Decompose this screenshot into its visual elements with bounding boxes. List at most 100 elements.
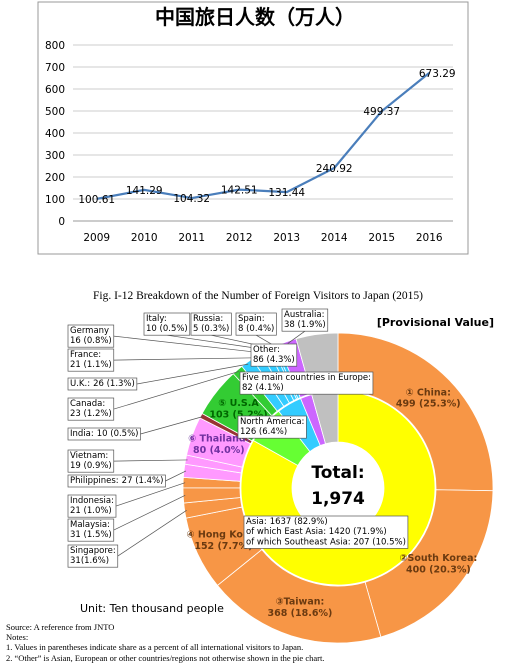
x-tick-label: 2010 xyxy=(131,232,158,244)
label: Russia: 5 (0.3%) xyxy=(193,314,229,334)
label-part: France: xyxy=(70,350,101,360)
data-label: 142.51 xyxy=(221,185,258,197)
source: Source: A reference from JNTO xyxy=(6,622,114,632)
data-label: 240.92 xyxy=(316,163,353,175)
label-part: 10 (0.5%) xyxy=(97,429,139,439)
label: U.K.: 26 (1.3%) xyxy=(70,379,135,389)
label-part: ③Taiwan: xyxy=(276,597,325,608)
label: North America: 126 (6.4%) xyxy=(240,417,304,437)
data-label: 100.61 xyxy=(78,194,115,206)
leader-line xyxy=(287,330,306,344)
x-tick-label: 2015 xyxy=(368,232,395,244)
label-part: Asia: xyxy=(246,517,267,527)
label-part: Singapore: xyxy=(70,546,116,556)
leader-line xyxy=(113,459,188,462)
label-part: Indonesia: xyxy=(70,496,114,506)
label-part: 400 (20.3%) xyxy=(406,564,471,575)
label-box xyxy=(67,494,117,518)
label-box xyxy=(243,515,409,549)
label-part: ⑥ Thailand: xyxy=(188,434,249,445)
label-box xyxy=(67,348,115,372)
label: ③Taiwan: 368 (18.6%) xyxy=(268,597,333,619)
label-box xyxy=(281,308,329,332)
label-part: 19 (0.9%) xyxy=(70,461,112,471)
donut-segment xyxy=(337,332,494,492)
label-part: 31(1.6%) xyxy=(70,556,109,566)
leader-line xyxy=(113,494,186,531)
y-tick-label: 300 xyxy=(45,150,65,162)
label-part: 152 (7.7%) xyxy=(194,541,252,552)
leader-line xyxy=(140,416,203,435)
y-tick-label: 700 xyxy=(45,62,65,74)
y-tick-label: 400 xyxy=(45,128,65,140)
donut-title: Fig. I-12 Breakdown of the Number of For… xyxy=(93,290,423,302)
label-part: North America: xyxy=(240,417,304,427)
note: 1. Values in parentheses indicate share … xyxy=(6,642,303,652)
label-part: Canada: xyxy=(70,399,105,409)
label: ① China: 499 (25.3%) xyxy=(396,387,461,409)
label: India: 10 (0.5%) xyxy=(70,429,138,439)
label-part: ⑤ U.S.A xyxy=(218,398,259,409)
data-label: 141.29 xyxy=(126,185,163,197)
label-part: 21 (1.1%) xyxy=(70,360,112,370)
label: Vietnam: 19 (0.9%) xyxy=(70,451,112,471)
label-part: ① China: xyxy=(406,387,451,398)
label: Italy: 10 (0.5%) xyxy=(146,314,188,334)
label: Malaysia: 31 (1.5%) xyxy=(70,520,112,540)
label-part: 16 (0.8%) xyxy=(70,336,112,346)
data-label: 131.44 xyxy=(268,187,305,199)
label: Canada: 23 (1.2%) xyxy=(70,399,112,419)
x-tick-label: 2011 xyxy=(178,232,205,244)
label-part: Five main countries in Europe: xyxy=(242,373,371,383)
label: ⑤ U.S.A 103 (5.2%) xyxy=(209,398,267,420)
label-box xyxy=(67,397,115,421)
label-part: 80 (4.0%) xyxy=(193,445,245,456)
center-hole xyxy=(292,442,384,534)
label: Five main countries in Europe: 82 (4.1%) xyxy=(242,373,371,393)
chart-frame xyxy=(37,1,469,255)
label-box xyxy=(67,518,115,542)
leader-line xyxy=(115,482,186,507)
line xyxy=(96,72,430,200)
label-part: Philippines: xyxy=(70,476,119,486)
label-part: 1637 (82.9%) xyxy=(270,517,328,527)
data-label: 673.29 xyxy=(419,68,456,80)
leader-line xyxy=(165,470,187,482)
label-part: 27 (1.4%) xyxy=(122,476,164,486)
label: Australia: 38 (1.9%) xyxy=(284,310,326,330)
label-part: Vietnam: xyxy=(70,451,108,461)
y-tick-label: 100 xyxy=(45,194,65,206)
label-box xyxy=(67,544,119,568)
label-part: 82 (4.1%) xyxy=(242,383,284,393)
label: France: 21 (1.1%) xyxy=(70,350,112,370)
label-box xyxy=(235,312,277,336)
label: Philippines: 27 (1.4%) xyxy=(70,476,163,486)
label-part: Malaysia: xyxy=(70,520,110,530)
x-tick-label: 2012 xyxy=(226,232,253,244)
label-box xyxy=(190,312,232,336)
label-box xyxy=(67,449,115,473)
leader-line xyxy=(117,510,187,557)
y-tick-label: 800 xyxy=(45,40,65,52)
label: Other: 86 (4.3%) xyxy=(253,345,295,365)
label: Indonesia: 21 (1.0%) xyxy=(70,496,114,516)
label-box xyxy=(143,312,191,336)
x-tick-label: 2016 xyxy=(416,232,443,244)
note: 2. “Other” is Asian, European or other c… xyxy=(6,653,324,663)
label-part: 31 (1.5%) xyxy=(70,530,112,540)
label-part: 103 (5.2%) xyxy=(209,409,267,420)
label-part: of which East Asia: 1420 (71.9%) xyxy=(246,527,387,537)
label-part: Other: xyxy=(253,345,280,355)
leader-line xyxy=(113,357,258,361)
label-box xyxy=(67,377,138,391)
label-part: 21 (1.0%) xyxy=(70,506,112,516)
y-tick-label: 600 xyxy=(45,84,65,96)
y-tick-label: 200 xyxy=(45,172,65,184)
label-part: Spain: xyxy=(238,314,265,324)
label: ④ Hong Kong: 152 (7.7%) xyxy=(187,530,261,552)
label-part: 5 (0.3%) xyxy=(193,324,229,334)
unit-label: Unit: Ten thousand people xyxy=(80,602,224,615)
x-tick-label: 2009 xyxy=(83,232,110,244)
